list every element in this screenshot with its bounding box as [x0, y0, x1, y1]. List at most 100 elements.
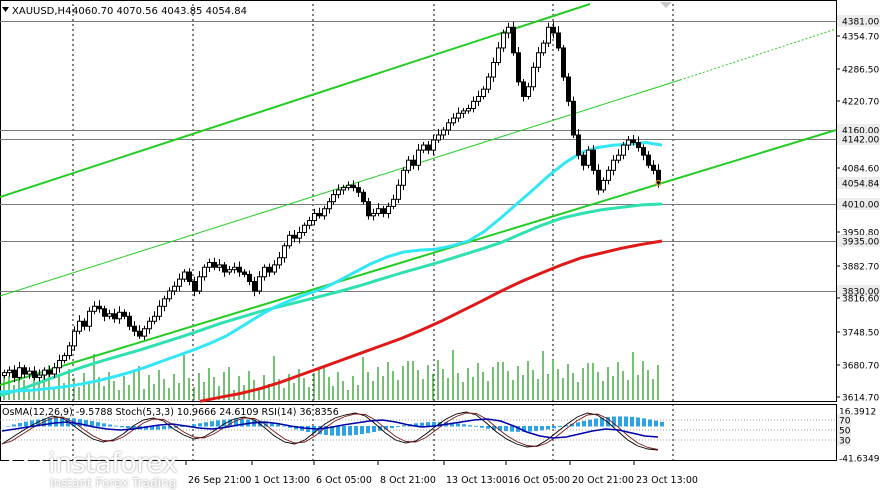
price-axis-label: 3748.50: [842, 329, 879, 339]
candle-body: [107, 313, 112, 317]
price-axis-label: 4381.00: [842, 18, 879, 28]
candle-body: [142, 328, 147, 337]
candle-body: [202, 266, 207, 278]
candle-body: [336, 189, 341, 196]
candle-body: [72, 330, 77, 347]
osma-bar: [228, 419, 232, 427]
main-pane-frame: [0, 0, 837, 402]
osma-bar: [264, 421, 268, 427]
candle-body: [441, 129, 446, 136]
candle-body: [616, 154, 621, 161]
candle-body: [636, 142, 641, 149]
candle-body: [656, 169, 661, 184]
candle-body: [386, 205, 391, 214]
osma-bar: [432, 421, 436, 427]
candle-body: [262, 266, 267, 278]
channel-middle-line: [0, 79, 681, 297]
price-label-box: [837, 15, 880, 27]
osma-bar: [366, 426, 370, 434]
osma-bar: [150, 426, 154, 430]
osma-bar: [192, 424, 196, 427]
price-label-box: [837, 177, 880, 189]
candle-body: [212, 262, 217, 268]
candle-body: [556, 32, 561, 49]
candle-body: [341, 187, 346, 191]
osma-bar: [144, 426, 148, 430]
price-label-box: [837, 198, 880, 210]
candle-body: [2, 372, 7, 377]
price-label-box: [837, 235, 880, 247]
osma-bar: [654, 420, 658, 427]
osma-bar: [204, 422, 208, 427]
candle-body: [152, 315, 157, 322]
candle-body: [416, 149, 421, 166]
moving-averages: [0, 141, 663, 403]
time-axis: 26 Sep 21:00 1 Oct 13:00 6 Oct 05:00 8 Oct …: [185, 461, 698, 486]
candle-body: [456, 112, 461, 119]
candle-body: [406, 159, 411, 171]
candle-body: [451, 117, 456, 124]
osma-bar: [606, 416, 610, 427]
candle-body: [476, 95, 481, 102]
ema-slow-line: [199, 239, 663, 403]
candle-body: [371, 212, 376, 217]
osma-bar: [576, 422, 580, 427]
candle-body: [421, 144, 426, 151]
collapse-triangle-icon[interactable]: [2, 7, 9, 12]
osma-bar: [42, 418, 46, 427]
osma-bar: [318, 426, 322, 435]
osma-bar: [414, 423, 418, 427]
candle-body: [491, 61, 496, 78]
candle-body: [431, 139, 436, 151]
osma-bar: [240, 419, 244, 427]
candle-body: [596, 169, 601, 191]
candle-body: [381, 208, 386, 214]
candle-body: [222, 264, 227, 273]
price-axis-label: 3816.60: [842, 295, 879, 305]
osma-bar: [90, 421, 94, 427]
candle-body: [631, 139, 636, 144]
osma-bar: [270, 423, 274, 427]
indicator-values: OsMA(12,26,9) -9.5788 Stoch(5,3,3) 10.96…: [2, 407, 339, 418]
osma-bar: [396, 426, 400, 427]
oscillator-panel: [0, 411, 836, 451]
osma-bar: [426, 422, 430, 427]
candle-body: [137, 330, 142, 337]
candle-body: [112, 313, 117, 320]
osma-bar: [258, 420, 262, 427]
candle-body: [366, 201, 371, 217]
osc-label-box: [837, 414, 851, 426]
candle-body: [322, 208, 327, 217]
osma-bar: [6, 426, 10, 427]
osma-bar: [342, 426, 346, 436]
osma-bar: [24, 421, 28, 427]
candle-body: [52, 367, 57, 375]
candle-body: [646, 154, 651, 166]
candle-body: [297, 231, 302, 239]
osma-bar: [630, 416, 634, 427]
candle-body: [47, 369, 52, 375]
candle-body: [287, 234, 292, 247]
candle-body: [351, 184, 356, 189]
osma-bar: [48, 418, 52, 427]
osma-bar: [618, 416, 622, 427]
price-axis-label: 4010.00: [842, 201, 879, 211]
time-axis-label: 13 Oct 13:00: [446, 475, 508, 486]
osma-bar: [558, 426, 562, 427]
candle-body: [132, 325, 137, 332]
scroll-marker-icon[interactable]: [660, 2, 672, 8]
candle-body: [77, 320, 82, 332]
ema-fast-line: [0, 141, 663, 394]
osma-bar: [36, 419, 40, 427]
candlesticks: [2, 21, 662, 383]
candle-body: [391, 198, 396, 207]
stoch-signal-line: [1, 412, 659, 450]
candle-body: [127, 315, 132, 327]
osma-bar: [372, 426, 376, 432]
osma-bar: [312, 426, 316, 434]
osma-bar: [450, 422, 454, 427]
time-axis-label: 8 Oct 21:00: [380, 475, 436, 486]
osc-axis-label: 70: [839, 417, 851, 427]
